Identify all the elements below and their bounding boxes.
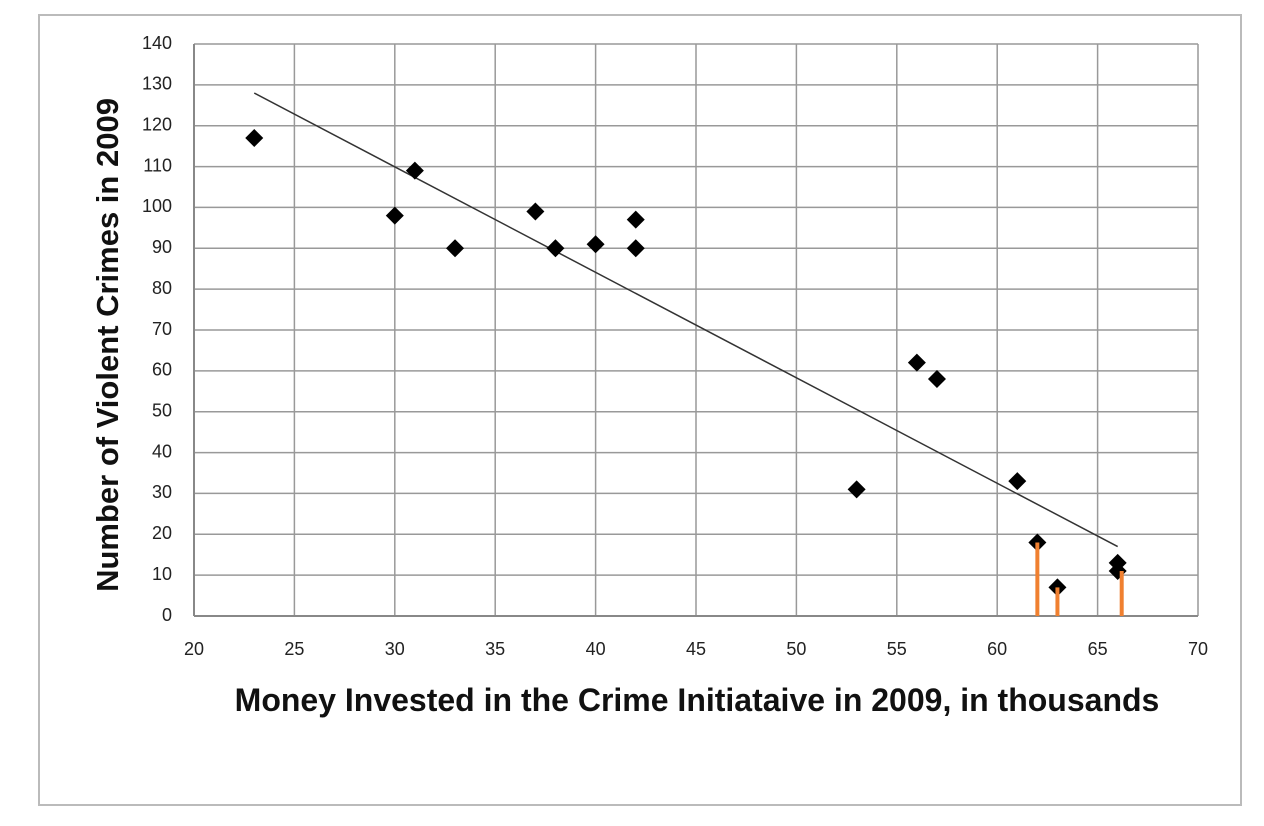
x-tick-label: 30 xyxy=(385,639,405,659)
point xyxy=(245,128,264,147)
y-axis-title: Number of Violent Crimes in 2009 xyxy=(90,98,125,592)
y-tick-label: 110 xyxy=(143,155,172,175)
y-tick-label: 90 xyxy=(152,237,172,257)
x-tick-label: 45 xyxy=(686,639,706,659)
y-tick-label: 50 xyxy=(152,400,172,420)
point xyxy=(546,239,565,258)
y-tick-label: 70 xyxy=(152,319,172,339)
point xyxy=(586,235,605,254)
point xyxy=(907,353,926,372)
y-tick-label: 130 xyxy=(142,74,172,94)
y-tick-label: 140 xyxy=(142,33,172,53)
x-axis-title: Money Invested in the Crime Initiataive … xyxy=(234,682,1160,718)
point xyxy=(385,206,404,225)
x-tick-label: 65 xyxy=(1088,639,1108,659)
y-tick-label: 20 xyxy=(152,523,172,543)
point xyxy=(446,239,465,258)
y-tick-label: 0 xyxy=(162,605,172,625)
point xyxy=(1008,472,1027,491)
point xyxy=(626,210,645,229)
x-tick-label: 20 xyxy=(184,639,204,659)
x-tick-label: 70 xyxy=(1188,639,1208,659)
point xyxy=(927,370,946,389)
y-tick-label: 60 xyxy=(152,360,172,380)
y-tick-label: 40 xyxy=(152,441,172,461)
point xyxy=(526,202,545,221)
chart-frame xyxy=(38,14,1242,806)
y-tick-label: 30 xyxy=(152,482,172,502)
y-tick-label: 100 xyxy=(142,196,172,216)
y-tick-label: 120 xyxy=(142,114,172,134)
point xyxy=(847,480,866,499)
x-tick-label: 50 xyxy=(786,639,806,659)
point xyxy=(405,161,424,180)
y-tick-label: 80 xyxy=(152,278,172,298)
x-tick-label: 40 xyxy=(586,639,606,659)
x-tick-label: 60 xyxy=(987,639,1007,659)
x-tick-label: 25 xyxy=(284,639,304,659)
point xyxy=(626,239,645,258)
x-tick-label: 55 xyxy=(887,639,907,659)
trendline xyxy=(253,92,1119,548)
x-tick-label: 35 xyxy=(485,639,505,659)
y-tick-label: 10 xyxy=(152,564,172,584)
